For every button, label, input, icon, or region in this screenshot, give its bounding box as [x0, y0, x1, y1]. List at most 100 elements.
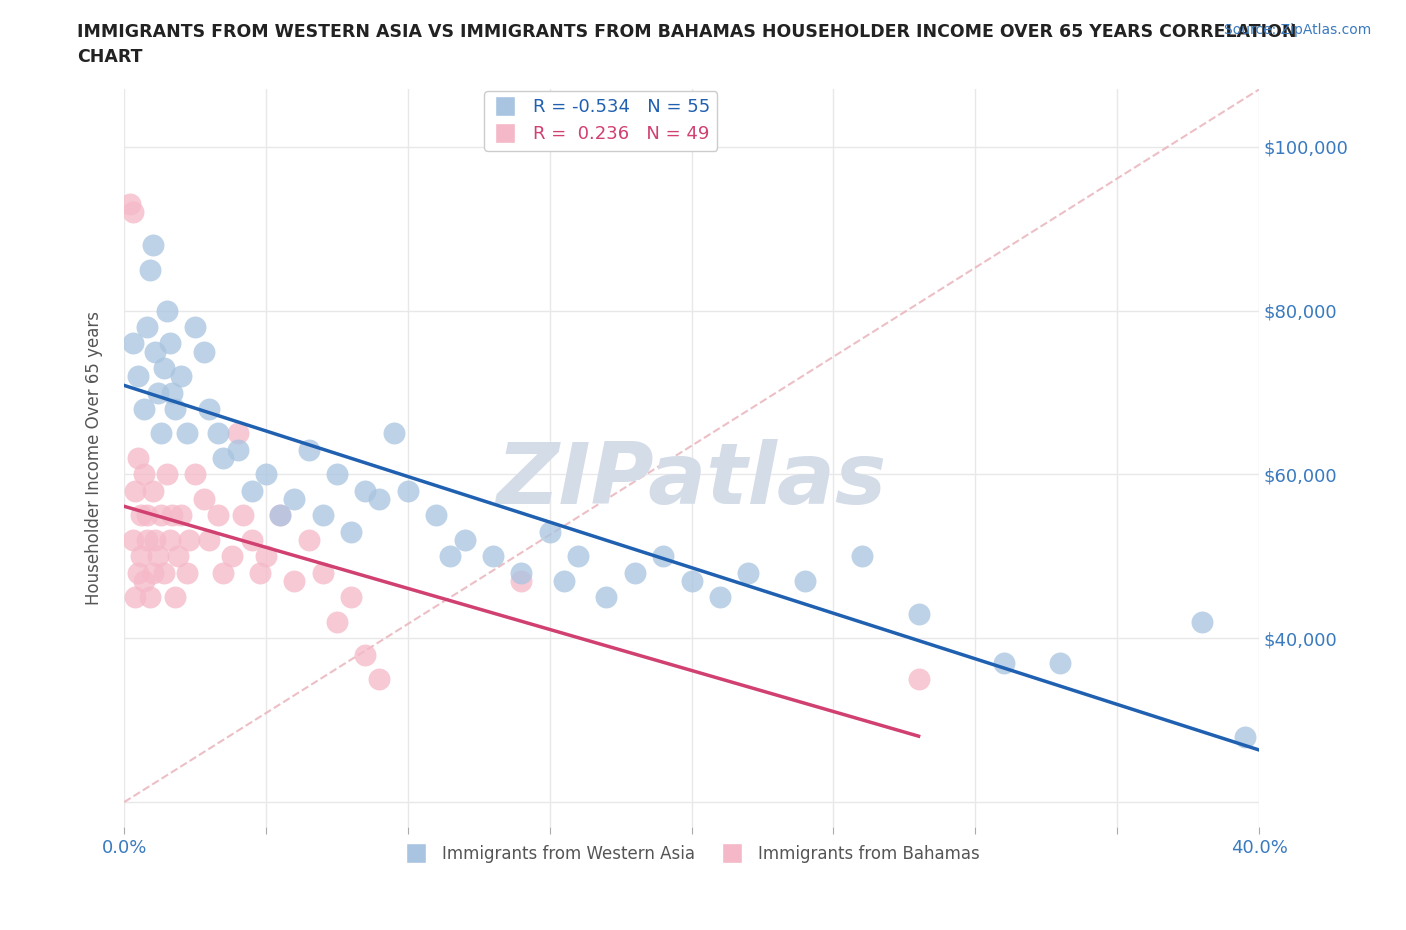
Point — [143, 344, 166, 359]
Point — [254, 549, 277, 564]
Point — [141, 565, 163, 580]
Point — [121, 205, 143, 219]
Point — [269, 508, 291, 523]
Point — [193, 344, 215, 359]
Point — [148, 385, 170, 400]
Text: CHART: CHART — [77, 48, 143, 66]
Point — [232, 508, 254, 523]
Point — [326, 615, 349, 630]
Point — [124, 484, 146, 498]
Point — [121, 533, 143, 548]
Point — [312, 508, 335, 523]
Point — [1191, 615, 1213, 630]
Point — [135, 320, 157, 335]
Point — [132, 402, 155, 417]
Point — [148, 549, 170, 564]
Point — [226, 443, 249, 458]
Point — [482, 549, 505, 564]
Point — [567, 549, 589, 564]
Point — [439, 549, 461, 564]
Point — [150, 508, 173, 523]
Point — [681, 574, 703, 589]
Legend: Immigrants from Western Asia, Immigrants from Bahamas: Immigrants from Western Asia, Immigrants… — [396, 839, 987, 870]
Point — [240, 484, 263, 498]
Point — [425, 508, 447, 523]
Point — [269, 508, 291, 523]
Point — [907, 671, 929, 686]
Point — [170, 368, 193, 383]
Point — [794, 574, 817, 589]
Point — [127, 451, 149, 466]
Point — [127, 565, 149, 580]
Point — [368, 492, 391, 507]
Point — [165, 590, 187, 604]
Point — [184, 467, 207, 482]
Point — [198, 402, 221, 417]
Point — [143, 533, 166, 548]
Point — [382, 426, 405, 441]
Text: ZIPatlas: ZIPatlas — [496, 439, 887, 522]
Point — [132, 467, 155, 482]
Point — [170, 508, 193, 523]
Point — [538, 525, 561, 539]
Point — [240, 533, 263, 548]
Point — [135, 508, 157, 523]
Point — [167, 549, 190, 564]
Point — [340, 525, 363, 539]
Point — [453, 533, 475, 548]
Point — [129, 549, 152, 564]
Point — [138, 590, 160, 604]
Point — [129, 508, 152, 523]
Point — [176, 426, 198, 441]
Point — [737, 565, 759, 580]
Point — [162, 508, 184, 523]
Point — [118, 196, 141, 211]
Point — [127, 368, 149, 383]
Point — [297, 533, 319, 548]
Point — [184, 320, 207, 335]
Point — [141, 484, 163, 498]
Point — [254, 467, 277, 482]
Point — [135, 533, 157, 548]
Point — [283, 574, 305, 589]
Point — [226, 426, 249, 441]
Point — [156, 303, 179, 318]
Point — [553, 574, 575, 589]
Point — [624, 565, 647, 580]
Point — [150, 426, 173, 441]
Point — [354, 484, 377, 498]
Point — [221, 549, 243, 564]
Point — [249, 565, 271, 580]
Point — [138, 262, 160, 277]
Point — [156, 467, 179, 482]
Point — [153, 565, 176, 580]
Point — [595, 590, 617, 604]
Point — [198, 533, 221, 548]
Point — [851, 549, 873, 564]
Point — [326, 467, 349, 482]
Point — [176, 565, 198, 580]
Point — [510, 565, 533, 580]
Point — [132, 574, 155, 589]
Point — [907, 606, 929, 621]
Point — [207, 508, 229, 523]
Point — [207, 426, 229, 441]
Point — [340, 590, 363, 604]
Text: IMMIGRANTS FROM WESTERN ASIA VS IMMIGRANTS FROM BAHAMAS HOUSEHOLDER INCOME OVER : IMMIGRANTS FROM WESTERN ASIA VS IMMIGRAN… — [77, 23, 1296, 41]
Point — [312, 565, 335, 580]
Y-axis label: Householder Income Over 65 years: Householder Income Over 65 years — [86, 311, 103, 605]
Point — [159, 336, 181, 351]
Point — [1049, 656, 1071, 671]
Point — [510, 574, 533, 589]
Point — [162, 385, 184, 400]
Point — [283, 492, 305, 507]
Point — [212, 451, 235, 466]
Point — [193, 492, 215, 507]
Point — [179, 533, 201, 548]
Point — [124, 590, 146, 604]
Point — [165, 402, 187, 417]
Point — [368, 671, 391, 686]
Point — [153, 361, 176, 376]
Point — [354, 647, 377, 662]
Point — [159, 533, 181, 548]
